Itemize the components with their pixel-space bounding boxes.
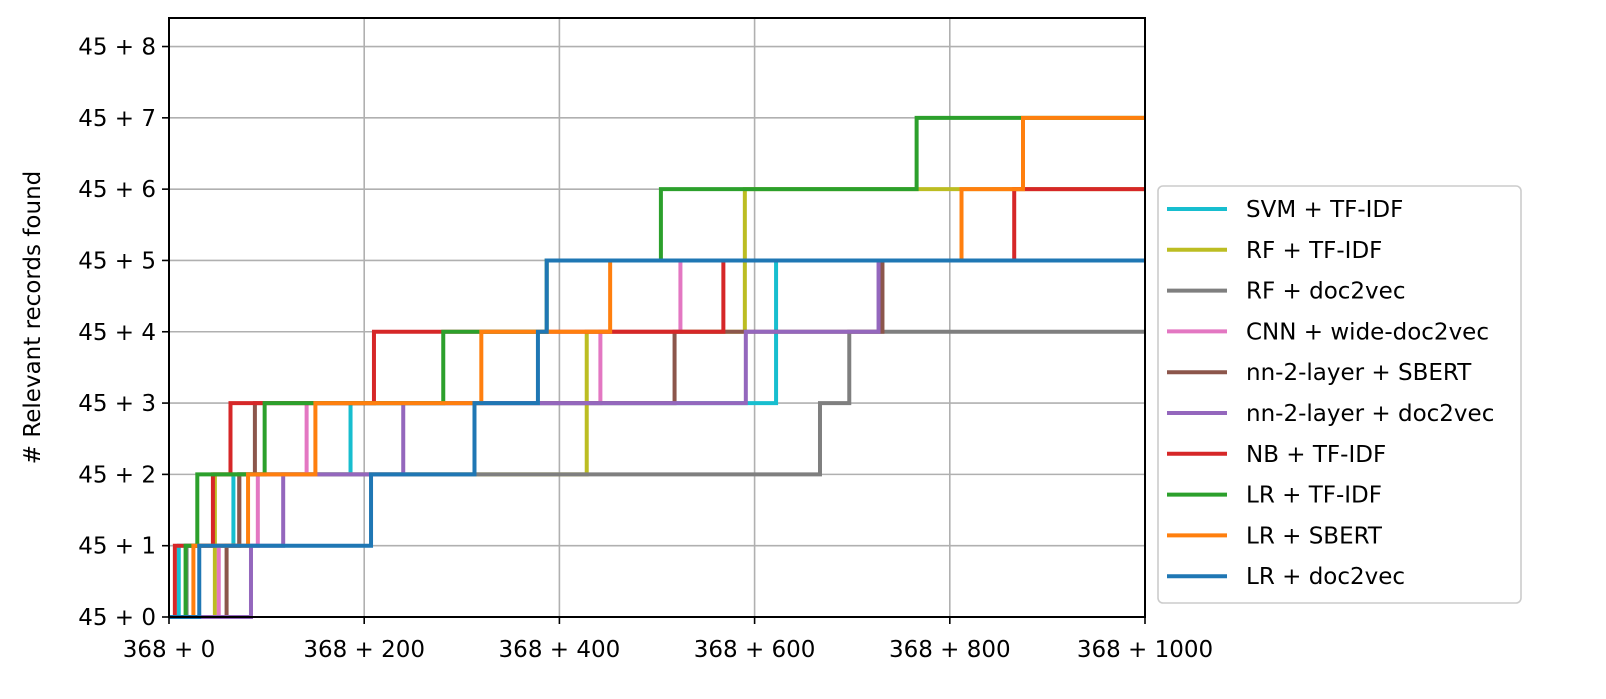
legend-label: LR + SBERT [1246,523,1383,549]
x-tick-label: 368 + 400 [499,637,621,663]
legend-label: RF + TF-IDF [1246,238,1382,264]
y-tick-label: 45 + 1 [78,534,156,560]
y-tick-label: 45 + 4 [78,320,156,346]
legend-label: NB + TF-IDF [1246,442,1386,468]
y-tick-label: 45 + 2 [78,462,156,488]
y-tick-label: 45 + 5 [78,248,156,274]
series-line-3 [169,258,1145,619]
x-tick-label: 368 + 600 [694,637,816,663]
series-line-8 [169,115,1145,619]
y-tick-label: 45 + 0 [78,605,156,631]
y-tick-label: 45 + 6 [78,177,156,203]
y-axis-ticks: 45 + 0 45 + 1 45 + 2 45 + 3 45 + 4 45 + 5 45 +… [78,35,169,631]
plot-frame [168,17,1146,618]
legend: SVM + TF-IDF RF + TF-IDF RF + doc2vec CNN +… [1157,185,1522,604]
series-line-7 [169,115,1145,619]
x-tick-label: 368 + 1000 [1077,637,1213,663]
x-tick-label: 368 + 200 [303,637,425,663]
x-axis-ticks: 368 + 0 368 + 200 368 + 400 368 + 600 368 + … [123,617,1213,663]
y-tick-label: 45 + 3 [78,391,156,417]
legend-label: CNN + wide-doc2vec [1246,319,1489,345]
series-line-9 [169,258,1145,619]
x-tick-label: 368 + 800 [889,637,1011,663]
x-tick-label: 368 + 0 [123,637,215,663]
legend-label: LR + TF-IDF [1246,483,1382,509]
y-tick-label: 45 + 8 [78,35,156,61]
legend-label: LR + doc2vec [1246,564,1405,590]
grid [168,18,1146,618]
legend-label: nn-2-layer + doc2vec [1246,401,1494,427]
legend-label: SVM + TF-IDF [1246,197,1403,223]
legend-label: RF + doc2vec [1246,279,1405,305]
series-lines [169,115,1145,619]
series-line-4 [169,258,1145,619]
legend-label: nn-2-layer + SBERT [1246,360,1472,386]
legend-box [1157,185,1522,604]
y-axis-label: # Relevant records found [20,171,46,465]
y-tick-label: 45 + 7 [78,106,156,132]
series-line-5 [169,258,1145,619]
